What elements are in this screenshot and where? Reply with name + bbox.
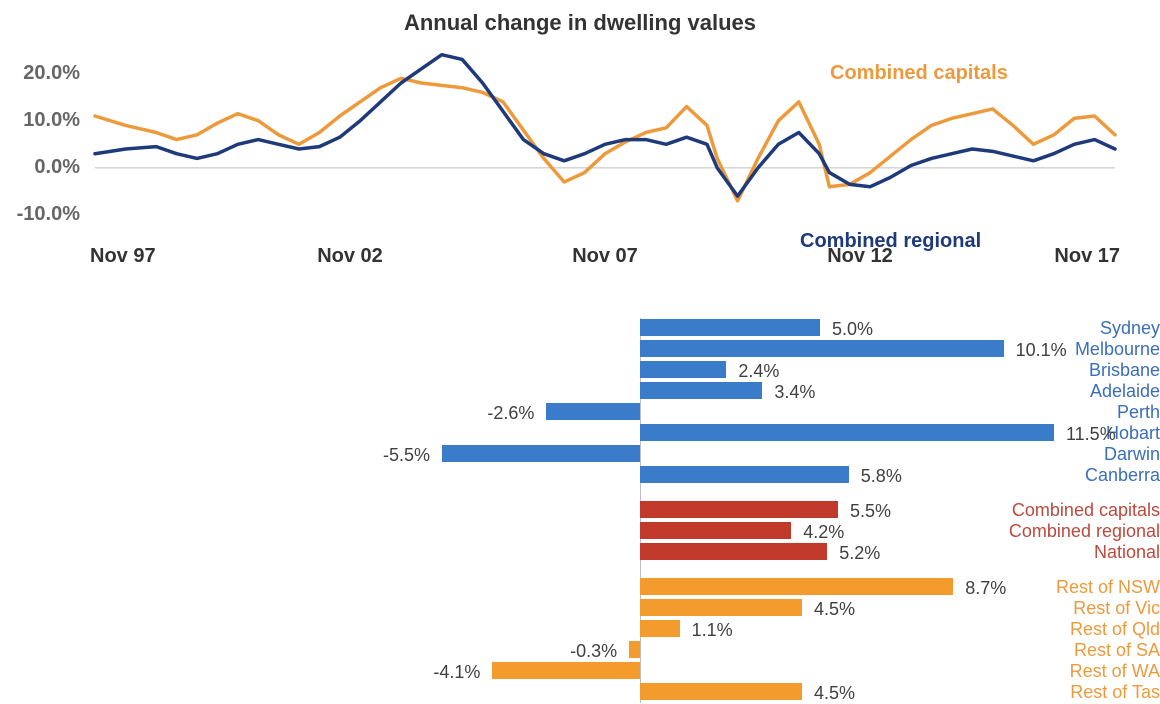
- bar-rect: [640, 522, 791, 539]
- bar-rect: [442, 445, 640, 462]
- bar-rect: [492, 662, 640, 679]
- bar-row: Adelaide3.4%: [0, 381, 1160, 402]
- bar-rect: [640, 340, 1004, 357]
- bar-rect: [640, 578, 953, 595]
- bar-value-label: 4.5%: [814, 683, 855, 704]
- bar-row: Darwin -5.5%: [0, 444, 1160, 465]
- bar-rect: [640, 683, 802, 700]
- bar-row: Canberra5.8%: [0, 465, 1160, 486]
- bar-category-label: Rest of Tas: [750, 682, 1160, 703]
- bar-value-label: 4.5%: [814, 599, 855, 620]
- bar-row: Rest of WA -4.1%: [0, 661, 1160, 682]
- bar-rect: [640, 382, 762, 399]
- bar-value-label: 5.2%: [839, 543, 880, 564]
- bar-row: Melbourne10.1%: [0, 339, 1160, 360]
- bar-row: Perth -2.6%: [0, 402, 1160, 423]
- x-tick-label: Nov 12: [810, 245, 910, 268]
- bar-row: Combined regional4.2%: [0, 521, 1160, 542]
- bar-rect: [640, 501, 838, 518]
- bar-category-label: Rest of Qld: [750, 619, 1160, 640]
- bar-category-label: Brisbane: [750, 360, 1160, 381]
- legend-combined-capitals: Combined capitals: [830, 62, 1008, 85]
- bar-category-label: Rest of WA: [750, 661, 1160, 682]
- bar-row: Rest of SA -0.3%: [0, 640, 1160, 661]
- y-tick-label: -10.0%: [0, 203, 80, 226]
- bar-rect: [629, 641, 640, 658]
- bar-row: Brisbane2.4%: [0, 360, 1160, 381]
- bar-rect: [640, 424, 1054, 441]
- line-chart-plot: [0, 0, 1155, 225]
- bar-rect: [640, 361, 726, 378]
- bar-chart: Sydney5.0%Melbourne10.1%Brisbane2.4%Adel…: [0, 300, 1160, 704]
- bar-rect: [640, 543, 827, 560]
- bar-value-label: 5.8%: [861, 466, 902, 487]
- bar-value-label: 10.1%: [1016, 340, 1067, 361]
- bar-row: Combined capitals5.5%: [0, 500, 1160, 521]
- bar-category-label: Darwin: [750, 444, 1160, 465]
- bar-rect: [640, 319, 820, 336]
- bar-rect: [640, 620, 680, 637]
- bar-row: National5.2%: [0, 542, 1160, 563]
- bar-rect: [640, 599, 802, 616]
- x-tick-label: Nov 02: [300, 245, 400, 268]
- bar-row: Sydney5.0%: [0, 318, 1160, 339]
- bar-row: Hobart11.5%: [0, 423, 1160, 444]
- bar-row: Rest of NSW8.7%: [0, 577, 1160, 598]
- bar-category-label: Rest of Vic: [750, 598, 1160, 619]
- bar-row: Rest of Tas4.5%: [0, 682, 1160, 703]
- bar-row: Rest of Qld 1.1%: [0, 619, 1160, 640]
- bar-value-label: 8.7%: [965, 578, 1006, 599]
- bar-value-label: -0.3%: [570, 641, 617, 662]
- bar-value-label: 1.1%: [692, 620, 733, 641]
- bar-value-label: 5.0%: [832, 319, 873, 340]
- bar-value-label: 5.5%: [850, 501, 891, 522]
- bar-rect: [640, 466, 849, 483]
- bar-value-label: -5.5%: [383, 445, 430, 466]
- y-tick-label: 10.0%: [0, 109, 80, 132]
- bar-value-label: -4.1%: [433, 662, 480, 683]
- bar-category-label: Perth: [750, 402, 1160, 423]
- x-tick-label: Nov 97: [90, 245, 190, 268]
- bar-row: Rest of Vic4.5%: [0, 598, 1160, 619]
- bar-category-label: Rest of SA: [750, 640, 1160, 661]
- y-tick-label: 20.0%: [0, 62, 80, 85]
- bar-rect: [546, 403, 640, 420]
- x-tick-label: Nov 07: [555, 245, 655, 268]
- bar-value-label: -2.6%: [487, 403, 534, 424]
- bar-value-label: 4.2%: [803, 522, 844, 543]
- y-tick-label: 0.0%: [0, 156, 80, 179]
- bar-value-label: 11.5%: [1066, 424, 1116, 445]
- line-chart: Annual change in dwelling values Combine…: [0, 0, 1160, 300]
- bar-value-label: 3.4%: [774, 382, 815, 403]
- x-tick-label: Nov 17: [1020, 245, 1120, 268]
- bar-value-label: 2.4%: [738, 361, 779, 382]
